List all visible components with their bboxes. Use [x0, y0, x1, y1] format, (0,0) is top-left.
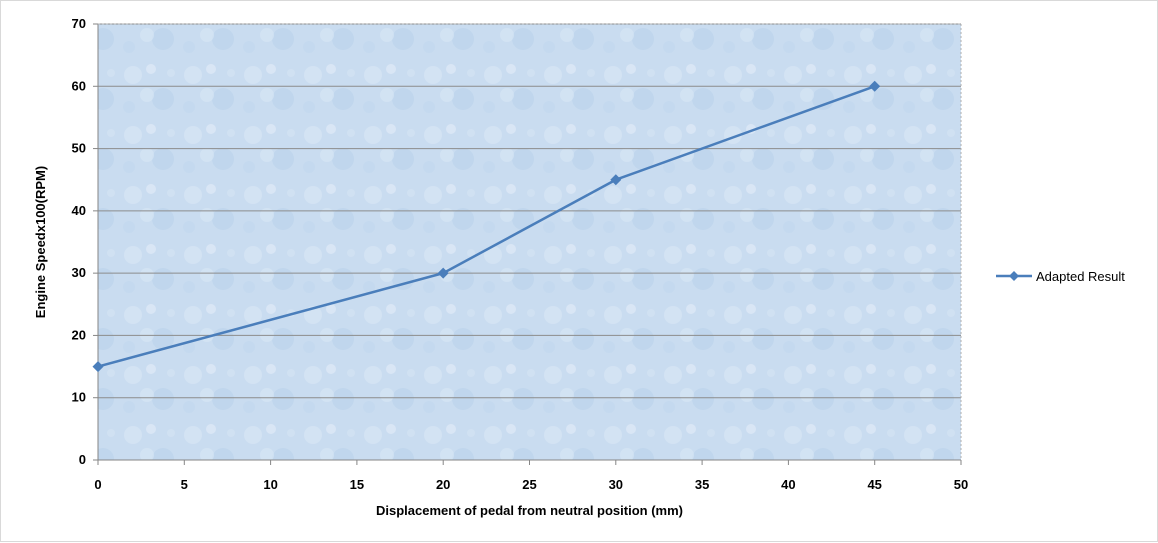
- x-tick-label: 10: [263, 477, 277, 492]
- series-line: [97, 85, 876, 368]
- y-tick-label: 50: [72, 141, 86, 156]
- x-tick-label: 50: [954, 477, 968, 492]
- x-axis-title: Displacement of pedal from neutral posit…: [376, 503, 683, 518]
- x-tick-label: 20: [436, 477, 450, 492]
- legend-label: Adapted Result: [1036, 269, 1125, 284]
- x-tick-label: 0: [94, 477, 101, 492]
- data-point: [610, 174, 622, 186]
- series-layer: [92, 80, 881, 373]
- y-tick-label: 60: [72, 78, 86, 93]
- data-point: [92, 361, 104, 373]
- tick-labels: 0 10 20 30 40 50 60 70 0 5 10 15 20 25 30 35 40 45 50: [72, 16, 969, 492]
- plot-area: [98, 24, 961, 460]
- y-tick-label: 20: [72, 327, 86, 342]
- x-tick-label: 30: [609, 477, 623, 492]
- x-tick-label: 15: [350, 477, 364, 492]
- y-tick-label: 0: [79, 452, 86, 467]
- gridlines: [98, 23, 961, 399]
- y-tick-label: 10: [72, 390, 86, 405]
- y-tick-label: 40: [72, 203, 86, 218]
- legend-marker: [1009, 271, 1019, 281]
- x-tick-label: 25: [522, 477, 536, 492]
- y-axis-title: Engine Speedx100(RPM): [33, 166, 48, 318]
- data-point: [437, 267, 449, 279]
- y-tick-label: 70: [72, 16, 86, 31]
- y-tick-label: 30: [72, 265, 86, 280]
- x-tick-label: 40: [781, 477, 795, 492]
- legend: Adapted Result: [996, 269, 1125, 284]
- x-tick-label: 45: [867, 477, 881, 492]
- data-point: [869, 80, 881, 92]
- x-tick-label: 35: [695, 477, 709, 492]
- x-tick-label: 5: [181, 477, 188, 492]
